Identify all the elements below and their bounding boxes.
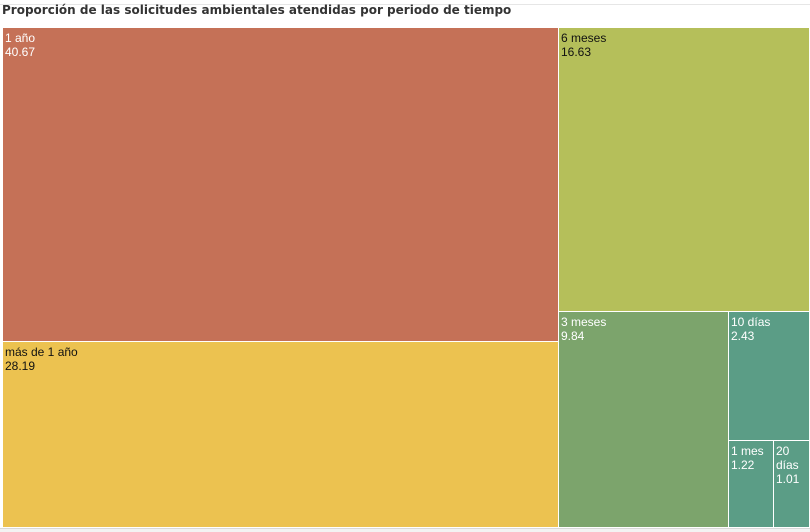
tile-category-label: 3 meses <box>561 315 607 329</box>
tile-category-label: 1 mes <box>731 444 764 458</box>
tile-value-label: 1.01 <box>776 472 800 486</box>
tile-20-dias[interactable]: 20 días 1.01 <box>774 441 810 528</box>
tile-10-dias[interactable]: 10 días 2.43 <box>729 312 810 441</box>
tile-value-label: 9.84 <box>561 329 585 343</box>
treemap-chart: 1 año 40.67 más de 1 año 28.19 6 meses 16.63 3… <box>3 28 810 528</box>
tile-6-meses[interactable]: 6 meses 16.63 <box>559 28 810 312</box>
top-strip <box>0 0 810 5</box>
tile-value-label: 2.43 <box>731 329 755 343</box>
tile-label: más de 1 año 28.19 <box>5 345 78 373</box>
tile-label: 6 meses 16.63 <box>561 31 606 59</box>
tile-1-mes[interactable]: 1 mes 1.22 <box>729 441 774 528</box>
tile-category-label: 6 meses <box>561 31 607 45</box>
tile-label: 1 año 40.67 <box>5 31 35 59</box>
chart-title: Proporción de las solicitudes ambientale… <box>2 3 512 17</box>
tile-value-label: 1.22 <box>731 458 755 472</box>
tile-category-label: 10 días <box>731 315 771 329</box>
tile-value-label: 28.19 <box>5 359 36 373</box>
bottom-scrollbar[interactable] <box>0 528 810 532</box>
tile-category-label: 1 año <box>5 31 36 45</box>
tile-category-label: más de 1 año <box>5 345 78 359</box>
tile-label: 3 meses 9.84 <box>561 315 606 343</box>
tile-1-ano[interactable]: 1 año 40.67 <box>3 28 559 342</box>
tile-label: 20 días 1.01 <box>776 444 808 486</box>
tile-3-meses[interactable]: 3 meses 9.84 <box>559 312 729 528</box>
tile-label: 1 mes 1.22 <box>731 444 764 472</box>
tile-category-label: 20 días <box>776 444 799 472</box>
tile-label: 10 días 2.43 <box>731 315 770 343</box>
tile-value-label: 40.67 <box>5 45 36 59</box>
tile-mas-de-1-ano[interactable]: más de 1 año 28.19 <box>3 342 559 528</box>
tile-value-label: 16.63 <box>561 45 592 59</box>
